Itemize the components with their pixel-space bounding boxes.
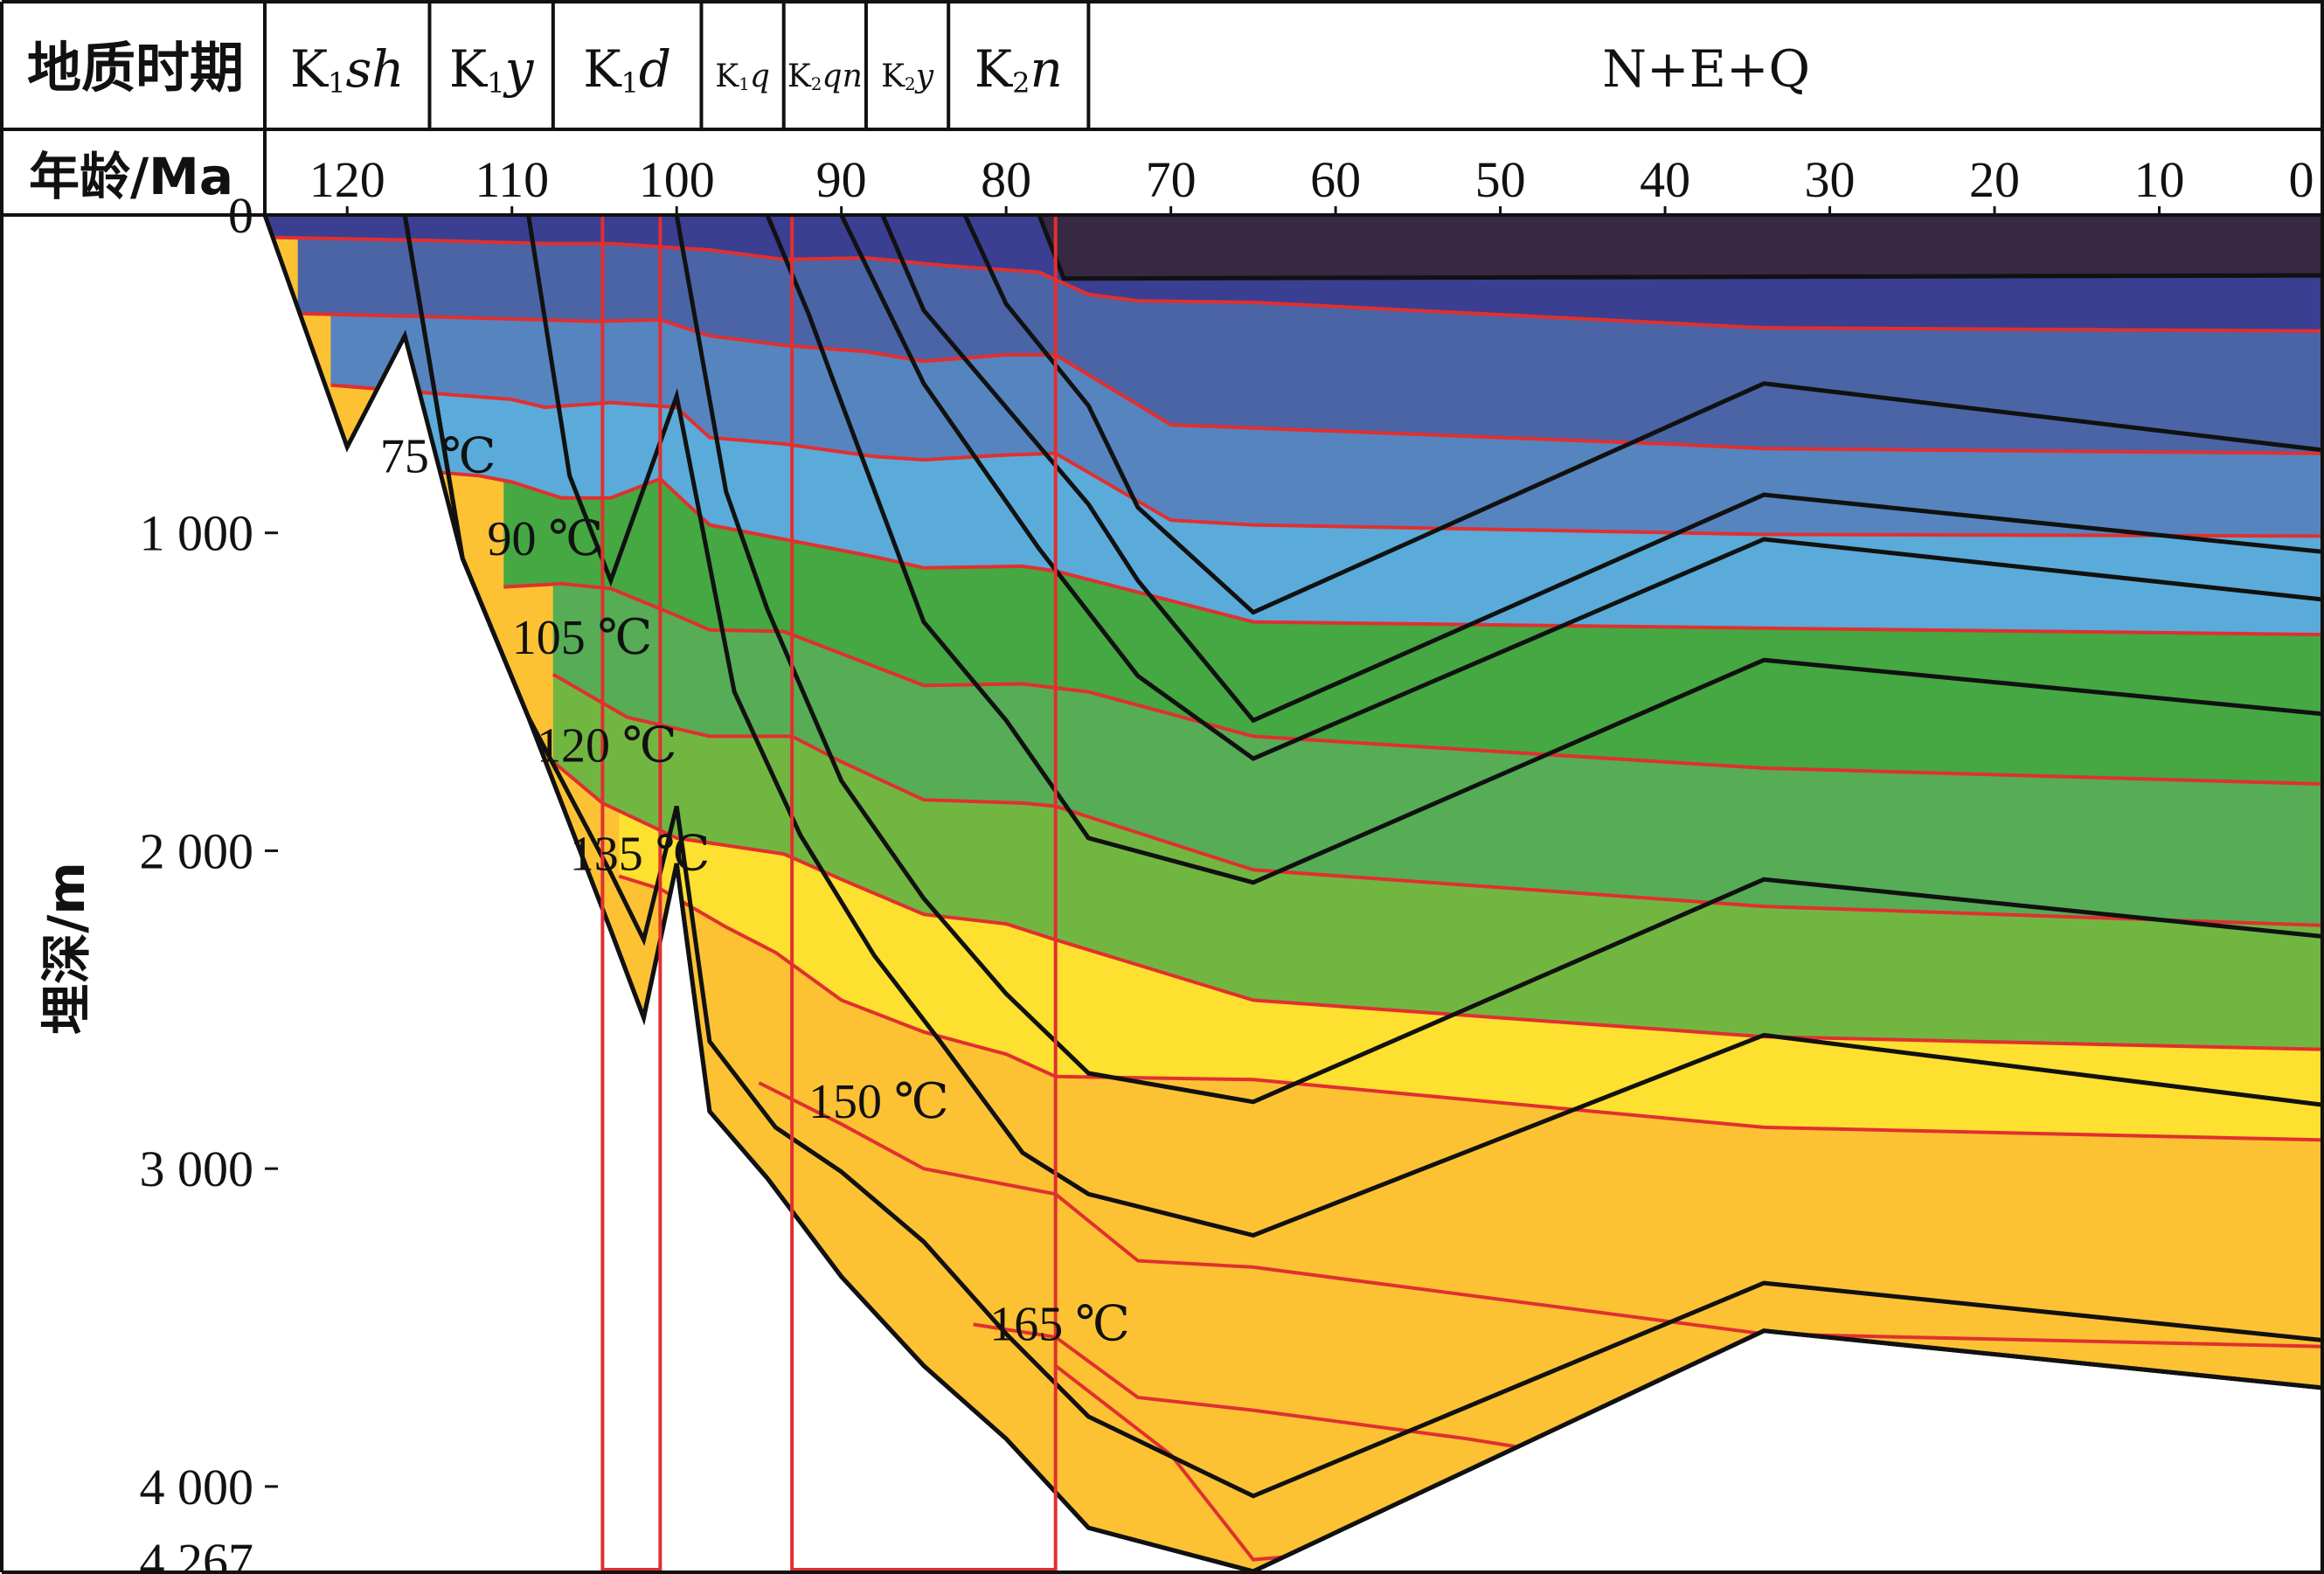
period-row-label: 地质时期 <box>27 36 244 100</box>
burial-curve-5 <box>839 213 2324 761</box>
outer-envelope-line <box>262 214 2324 1574</box>
y-tick-label-5: 4 267 <box>140 1533 254 1574</box>
temperature-zone-fills <box>265 215 2324 1571</box>
burial-curve-1 <box>402 214 2324 1499</box>
period-label-7: N+E+Q <box>1602 39 1810 99</box>
isotherm-labels: 75 ℃ 90 ℃ 105 ℃ 120 ℃ 135 ℃ 150 ℃ 165 ℃ <box>380 430 1130 1352</box>
isotherm-line-5 <box>552 672 2324 927</box>
zone-fill-top <box>1038 215 2324 279</box>
isotherm-line-2 <box>330 383 2324 538</box>
period-label-1: K1y <box>449 39 535 100</box>
x-tick-label-0: 0 <box>2289 151 2314 208</box>
x-tick-labels: 120 110 100 90 80 70 60 50 40 30 20 10 0 <box>309 151 2324 215</box>
period-label-2: K1d <box>583 39 671 100</box>
y-tick-label-2: 2 000 <box>140 822 254 879</box>
x-tick-label-10: 10 <box>2134 151 2185 208</box>
x-tick-label-40: 40 <box>1640 151 1690 208</box>
period-label-6: K2n <box>975 39 1063 100</box>
isotherm-line-1 <box>297 311 2324 455</box>
x-tick-label-20: 20 <box>1969 151 2020 208</box>
x-tick-label-110: 110 <box>475 151 549 208</box>
x-tick-label-80: 80 <box>981 151 1031 208</box>
y-tick-label-1: 1 000 <box>140 505 254 562</box>
burial-curve-6 <box>880 214 2324 724</box>
x-tick-label-100: 100 <box>639 151 715 208</box>
burial-curve-2 <box>526 214 2324 1238</box>
isotherm-line-0 <box>265 235 2324 333</box>
x-tick-label-90: 90 <box>816 151 867 208</box>
x-tick-label-120: 120 <box>309 151 385 208</box>
burial-curve-3 <box>674 214 2324 1105</box>
y-tick-label-3: 3 000 <box>140 1141 254 1197</box>
isotherm-line-7 <box>618 874 2324 1142</box>
isotherm-line-6 <box>552 760 2324 1051</box>
isotherm-lines <box>265 235 2324 1562</box>
age-row-label: 年龄/Ma <box>29 147 233 206</box>
burial-curve-7 <box>962 213 2324 615</box>
x-tick-label-60: 60 <box>1310 151 1361 208</box>
burial-curve-4 <box>765 214 2324 885</box>
period-label-3: K1q <box>715 59 770 94</box>
y-axis-label: 埋深/m <box>37 862 96 1035</box>
period-label-0: K1sh <box>290 39 405 100</box>
x-tick-label-50: 50 <box>1475 151 1526 208</box>
isotherm-label-9: 165 ℃ <box>989 1298 1130 1352</box>
x-tick-label-30: 30 <box>1805 151 1856 208</box>
period-label-4: K2qn <box>787 59 863 94</box>
x-tick-label-70: 70 <box>1146 151 1197 208</box>
isotherm-line-9 <box>973 1322 1666 1473</box>
isotherm-label-4: 105 ℃ <box>512 611 653 665</box>
isotherm-label-6: 135 ℃ <box>570 827 711 881</box>
y-tick-labels: 0 1 000 2 000 3 000 4 000 4 267 <box>140 187 278 1574</box>
header-table: 地质时期 年龄/Ma K1sh K1y K1d K1q K2qn K2y K2n N+E+Q <box>27 36 1810 206</box>
isotherm-label-5: 120 ℃ <box>537 719 677 773</box>
y-tick-label-4: 4 000 <box>140 1459 254 1515</box>
period-label-5: K2y <box>881 59 934 94</box>
isotherm-line-3 <box>420 468 2324 637</box>
y-tick-label-0: 0 <box>228 187 253 244</box>
isotherm-label-8: 150 ℃ <box>808 1075 949 1129</box>
burial-curves <box>262 213 2324 1574</box>
isotherm-label-3: 90 ℃ <box>487 512 603 566</box>
isotherm-label-0: 75 ℃ <box>380 430 496 484</box>
burial-curve-8 <box>1037 214 2324 281</box>
isotherm-line-4 <box>503 581 2324 787</box>
